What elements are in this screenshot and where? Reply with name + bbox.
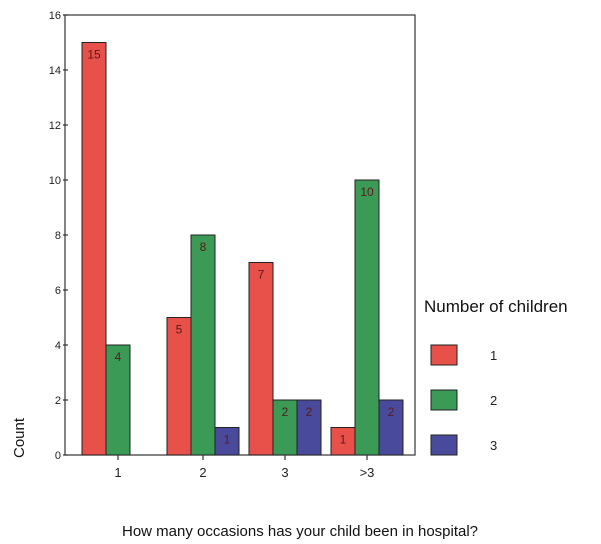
bar-2->3 [354, 179, 380, 456]
bar-2-3 [272, 399, 298, 456]
x-tick-label: 3 [281, 465, 288, 480]
bar-value-label: 7 [258, 268, 265, 282]
bar-value-label: 10 [360, 185, 374, 199]
y-tick-label: 4 [55, 340, 61, 352]
bar-1-2 [166, 317, 192, 456]
y-axis: 0 2 4 6 8 10 12 14 16 [49, 10, 68, 462]
bar-value-label: 15 [87, 48, 101, 62]
bar-value-label: 2 [282, 405, 289, 419]
y-tick-label: 6 [55, 285, 61, 297]
bar-3-2 [214, 427, 240, 456]
legend-label-3: 3 [490, 438, 497, 453]
bars: 15 4 5 8 1 7 2 2 1 10 2 [81, 42, 404, 456]
x-tick-label: 2 [199, 465, 206, 480]
y-tick-label: 14 [49, 65, 61, 77]
x-axis: 1 2 3 >3 [114, 455, 374, 480]
y-tick-label: 12 [49, 120, 61, 132]
x-tick-label: 1 [114, 465, 121, 480]
y-tick-label: 10 [49, 175, 61, 187]
bar-value-label: 2 [388, 405, 395, 419]
bar-2-1 [105, 344, 131, 456]
legend-swatch-3 [430, 434, 458, 456]
bar-1-1 [81, 42, 107, 456]
bar-value-label: 2 [306, 405, 313, 419]
legend-swatch-2 [430, 389, 458, 411]
bar-value-label: 4 [115, 350, 122, 364]
legend: 1 2 3 [430, 344, 497, 456]
y-axis-title: Count [11, 417, 28, 458]
bar-2-2 [190, 234, 216, 456]
x-axis-title: How many occasions has your child been i… [122, 523, 478, 540]
bar-value-label: 8 [200, 240, 207, 254]
legend-title: Number of children [424, 297, 568, 316]
y-tick-label: 8 [55, 230, 61, 242]
y-tick-label: 0 [55, 450, 61, 462]
y-tick-label: 2 [55, 395, 61, 407]
bar-value-label: 1 [224, 433, 231, 447]
bar-3->3 [378, 399, 404, 456]
legend-label-1: 1 [490, 348, 497, 363]
x-tick-label: >3 [360, 465, 375, 480]
legend-label-2: 2 [490, 393, 497, 408]
bar-3-3 [296, 399, 322, 456]
y-tick-label: 16 [49, 10, 61, 22]
bar-value-label: 1 [340, 433, 347, 447]
legend-swatch-1 [430, 344, 458, 366]
bar-1-3 [248, 262, 274, 456]
bar-value-label: 5 [176, 323, 183, 337]
